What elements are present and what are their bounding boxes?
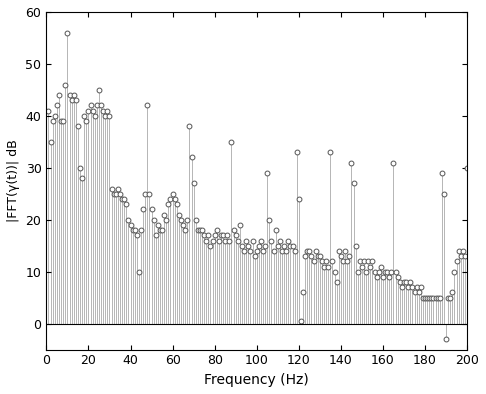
X-axis label: Frequency (Hz): Frequency (Hz) [205,373,309,387]
Y-axis label: |FFT(γ(t))| dB: |FFT(γ(t))| dB [7,139,20,222]
